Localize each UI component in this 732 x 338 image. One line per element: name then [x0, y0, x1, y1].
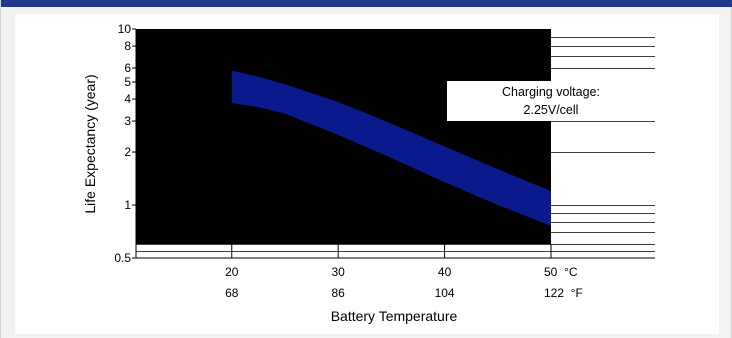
x-tick-label-celsius-3: 50 °C	[544, 265, 578, 279]
y-ticks: 0.5 1 2 3 4 56 8 10	[114, 22, 136, 265]
x-ticks: 20 68 30 86 40 104 50 °C 122 °F	[225, 244, 583, 300]
y-axis-label: Life Expectancy (year)	[82, 74, 98, 213]
y-tick-label-2: 2	[124, 145, 131, 159]
y-tick-label-3: 3	[124, 114, 131, 128]
x-tick-label-fahrenheit-0: 68	[225, 286, 239, 300]
y-tick-label-4: 4	[124, 92, 131, 106]
y-tick-label-0: 0.5	[114, 251, 131, 265]
x-axis-label: Battery Temperature	[331, 308, 458, 324]
y-tick-label-8: 10	[118, 22, 132, 36]
x-tick-label-celsius-2: 40	[438, 265, 452, 279]
annotation-line-2: 2.25V/cell	[523, 103, 579, 117]
x-tick-label-fahrenheit-1: 86	[331, 286, 345, 300]
charging-voltage-annotation: Charging voltage: 2.25V/cell	[447, 81, 655, 121]
y-tick-label-1: 1	[124, 198, 131, 212]
y-tick-label-7: 8	[124, 39, 131, 53]
x-tick-label-celsius-1: 30	[331, 265, 345, 279]
y-tick-label-6: 6	[124, 61, 131, 75]
life-expectancy-band	[231, 70, 552, 226]
x-tick-label-fahrenheit-3: 122 °F	[544, 286, 583, 300]
x-tick-label-fahrenheit-2: 104	[435, 286, 455, 300]
x-tick-label-celsius-0: 20	[225, 265, 239, 279]
y-tick-label-5: 5	[124, 75, 131, 89]
annotation-line-1: Charging voltage:	[502, 85, 600, 99]
header-bar	[1, 0, 732, 7]
